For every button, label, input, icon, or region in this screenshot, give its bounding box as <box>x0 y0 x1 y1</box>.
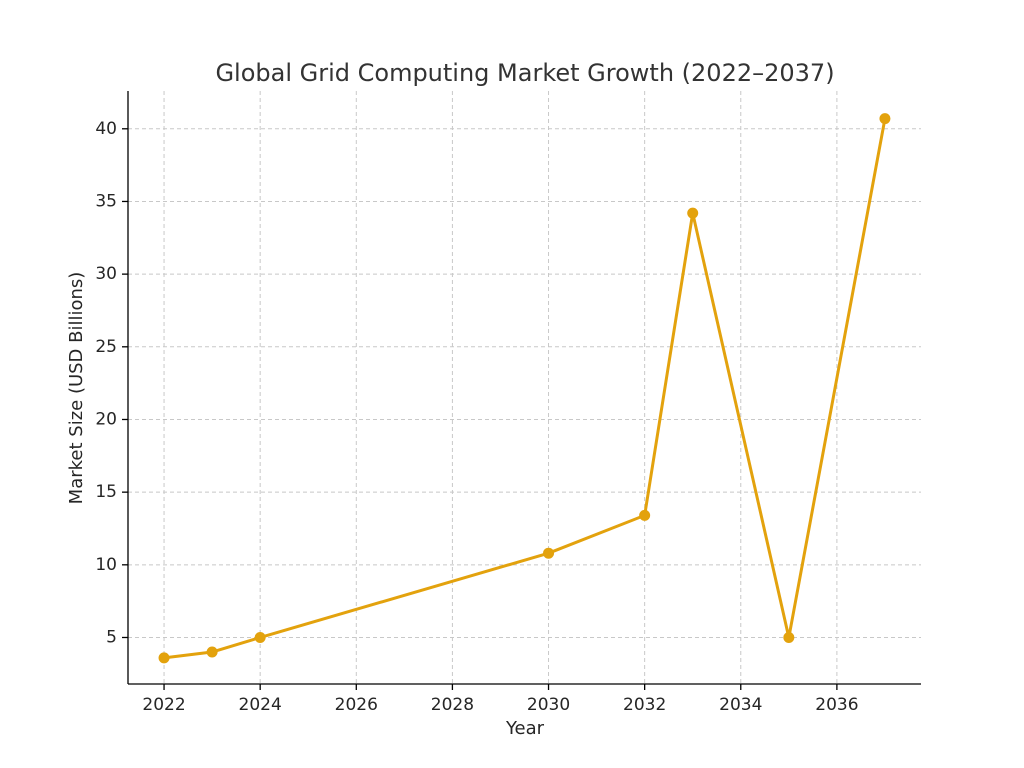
x-tick-label: 2032 <box>623 695 666 715</box>
data-point <box>206 646 218 658</box>
x-tick-label: 2034 <box>719 695 762 715</box>
x-tick-label: 2022 <box>142 695 185 715</box>
data-point <box>783 631 795 643</box>
y-tick-label: 40 <box>95 119 117 139</box>
data-point <box>158 652 170 664</box>
y-tick-label: 30 <box>95 264 117 284</box>
chart-title: Global Grid Computing Market Growth (202… <box>215 59 834 87</box>
data-point <box>687 207 699 219</box>
x-tick-label: 2028 <box>431 695 474 715</box>
series-line <box>162 117 887 660</box>
y-tick-label: 35 <box>95 191 117 211</box>
grid-lines <box>128 91 921 684</box>
x-tick-label: 2026 <box>335 695 378 715</box>
axis-ticks: 2022 2024 2026 2028 2030 2032 2034 2036 5 10 15 20 2… <box>95 119 858 715</box>
y-tick-label: 20 <box>95 409 117 429</box>
x-tick-label: 2036 <box>815 695 858 715</box>
x-axis-label: Year <box>505 718 545 739</box>
data-point <box>639 509 651 521</box>
y-tick-label: 10 <box>95 555 117 575</box>
y-axis-label: Market Size (USD Billions) <box>66 272 87 505</box>
y-tick-label: 5 <box>106 627 117 647</box>
data-series <box>158 113 891 664</box>
data-point <box>543 547 555 559</box>
data-point <box>254 631 266 643</box>
y-tick-label: 25 <box>95 337 117 357</box>
data-point <box>879 113 891 125</box>
x-tick-label: 2030 <box>527 695 570 715</box>
y-tick-label: 15 <box>95 482 117 502</box>
x-tick-label: 2024 <box>239 695 282 715</box>
